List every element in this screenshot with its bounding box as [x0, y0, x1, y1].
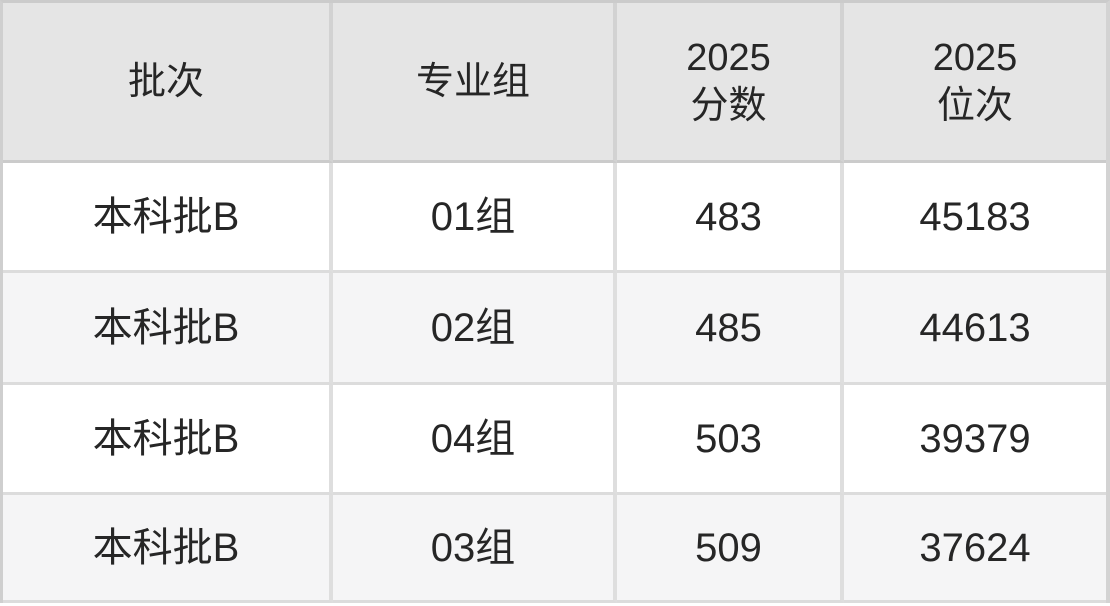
cell-rank: 39379 — [844, 385, 1106, 495]
cell-rank: 44613 — [844, 273, 1106, 385]
column-header-rank-2025: 2025 位次 — [844, 3, 1106, 163]
cell-score: 483 — [617, 163, 844, 273]
cell-group: 03组 — [333, 495, 617, 603]
cell-group: 02组 — [333, 273, 617, 385]
cell-group: 01组 — [333, 163, 617, 273]
column-header-score-2025: 2025 分数 — [617, 3, 844, 163]
cell-batch: 本科批B — [3, 495, 333, 603]
cell-group: 04组 — [333, 385, 617, 495]
cell-batch: 本科批B — [3, 385, 333, 495]
cell-rank: 37624 — [844, 495, 1106, 603]
cell-rank: 45183 — [844, 163, 1106, 273]
cell-batch: 本科批B — [3, 273, 333, 385]
column-header-batch: 批次 — [3, 3, 333, 163]
cell-batch: 本科批B — [3, 163, 333, 273]
cell-score: 503 — [617, 385, 844, 495]
cell-score: 485 — [617, 273, 844, 385]
cell-score: 509 — [617, 495, 844, 603]
column-header-group: 专业组 — [333, 3, 617, 163]
